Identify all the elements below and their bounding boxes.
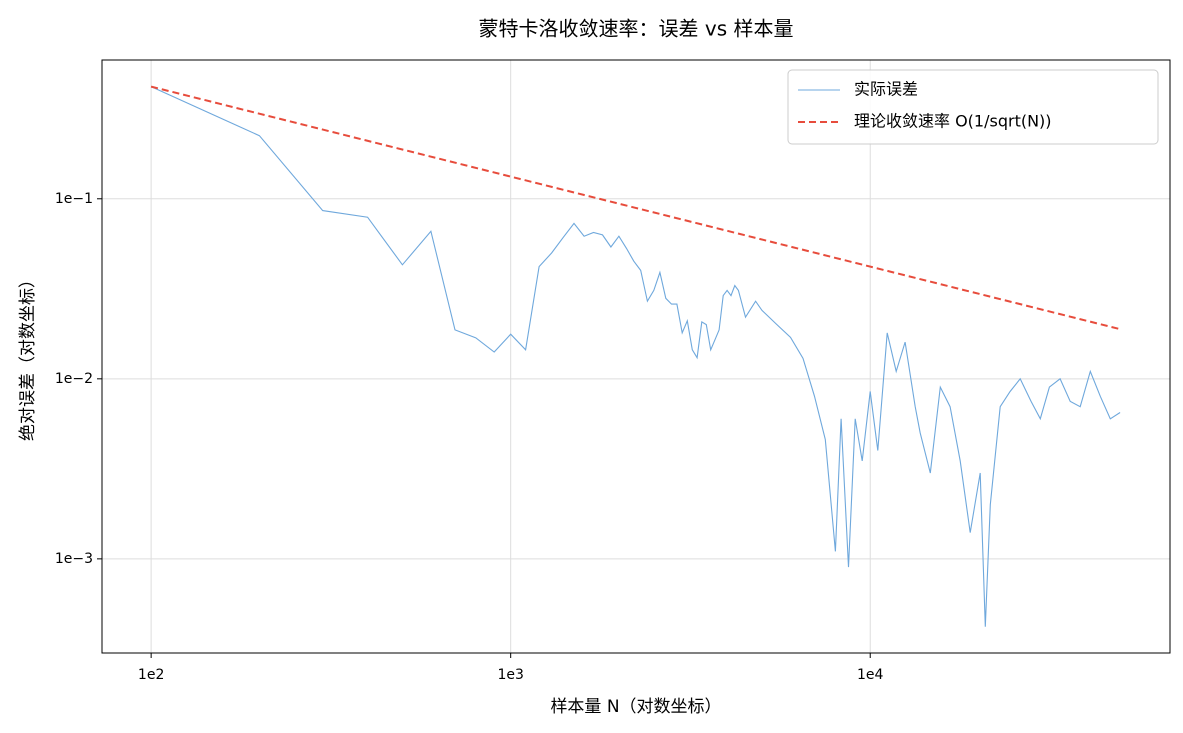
x-axis-label: 样本量 N（对数坐标） (550, 697, 721, 717)
legend-box (787, 69, 1159, 145)
x-tick-label: 1e2 (138, 667, 164, 683)
x-tick-label: 1e4 (857, 667, 884, 683)
y-axis-label: 绝对误差（对数坐标） (18, 271, 38, 441)
y-tick-label: 1e−2 (55, 371, 93, 387)
x-tick-label: 1e3 (497, 667, 523, 683)
legend-label: 实际误差 (854, 80, 918, 99)
y-tick-label: 1e−1 (55, 191, 93, 207)
series-line (150, 86, 1121, 627)
series-line (150, 85, 1122, 331)
plot-frame (101, 59, 1171, 654)
legend-label: 理论收敛速率 O(1/sqrt(N)) (854, 112, 1052, 131)
y-tick-label: 1e−3 (55, 551, 93, 567)
chart-title: 蒙特卡洛收敛速率：误差 vs 样本量 (479, 17, 794, 41)
